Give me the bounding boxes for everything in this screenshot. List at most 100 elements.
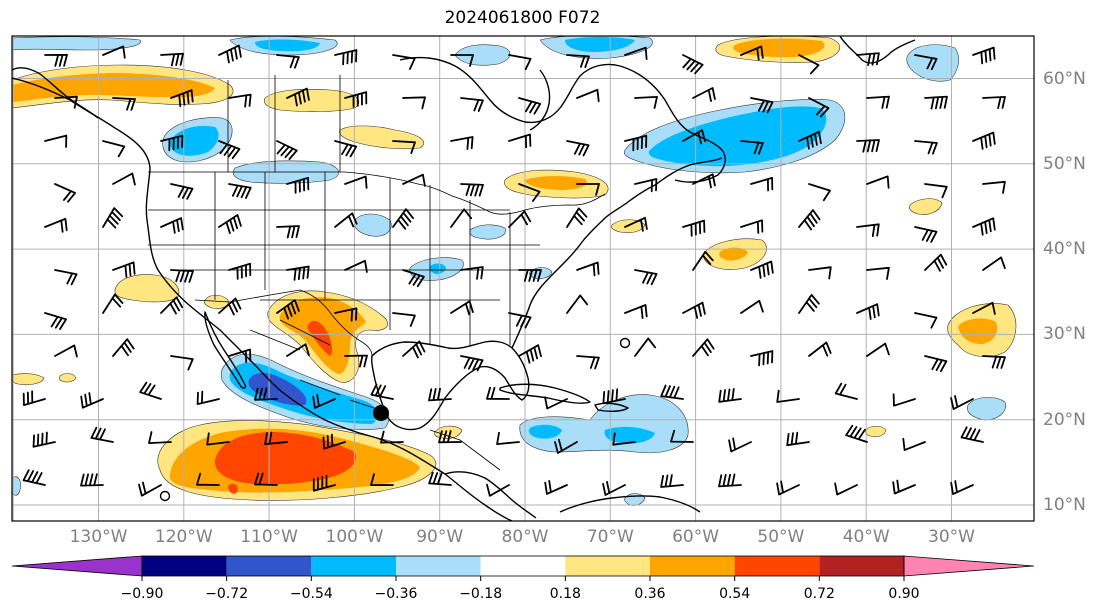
wind-barb-161: [496, 431, 520, 445]
lon-label-3: 100°W: [325, 527, 384, 547]
coastline-gulf: [371, 340, 530, 431]
wind-barb-121: [170, 355, 194, 371]
wind-barb-91: [402, 269, 425, 288]
wind-barb-37: [218, 140, 241, 160]
wind-barb-102: [44, 312, 67, 330]
wind-barb-25: [518, 97, 542, 115]
wind-barb-173: [196, 472, 220, 486]
contour-fill-neg-12: [565, 37, 635, 52]
wind-barb-0: [44, 53, 68, 67]
contour-fill-pos-23: [733, 38, 825, 58]
wind-barb-71: [218, 214, 242, 234]
contour-fill-pos-18: [719, 247, 748, 261]
wind-barb-15: [914, 54, 938, 71]
wind-barb-22: [344, 91, 368, 108]
wind-barb-111: [566, 294, 589, 314]
wind-barb-26: [576, 88, 600, 102]
wind-barb-142: [370, 383, 394, 400]
colorbar-label-9: 0.90: [888, 586, 920, 602]
contour-fill-neg-3: [248, 372, 307, 406]
wind-barb-14: [856, 52, 880, 66]
wind-barb-60: [576, 183, 600, 196]
wind-barb-128: [576, 355, 600, 370]
colorbar-bin-1: [142, 556, 227, 576]
colorbar-label-3: −0.36: [374, 586, 418, 602]
contour-fill-neg-8: [170, 125, 219, 156]
wind-barb-63: [750, 177, 774, 192]
wind-barb-46: [740, 140, 764, 155]
wind-barb-93: [518, 269, 542, 282]
wind-barb-23: [402, 96, 426, 110]
lat-label-0: 60°N: [1043, 68, 1086, 89]
wind-barb-2: [160, 52, 184, 67]
wind-barb-68: [44, 217, 68, 233]
wind-barb-84: [972, 217, 996, 236]
wind-barb-20: [228, 93, 252, 108]
lat-label-3: 30°N: [1043, 324, 1086, 345]
contour-fill-pos-15: [339, 125, 425, 150]
wind-barb-67: [982, 180, 1006, 194]
wind-barb-49: [914, 140, 938, 155]
wind-barb-12: [740, 45, 764, 61]
wind-barb-41: [450, 136, 474, 150]
wind-barb-6: [392, 54, 416, 70]
wind-barb-76: [508, 210, 532, 228]
lon-label-0: 130°W: [69, 527, 128, 547]
wind-barb-157: [264, 431, 288, 446]
wind-barb-45: [682, 129, 706, 145]
wind-barb-176: [370, 473, 394, 486]
wind-barb-130: [692, 338, 715, 357]
border-us-mexico: [194, 289, 373, 357]
wind-barb-178: [486, 483, 510, 497]
wind-barb-11: [682, 54, 704, 75]
contour-fill-neg-22: [528, 424, 562, 439]
wind-barb-163: [612, 432, 636, 446]
wind-barb-166: [786, 431, 810, 447]
contour-fill-neg-15: [906, 44, 959, 82]
lon-label-4: 90°W: [416, 527, 464, 547]
wind-barb-172: [138, 481, 162, 497]
wind-barb-152: [950, 395, 974, 410]
wind-barb-114: [740, 299, 764, 314]
wind-barb-86: [112, 261, 136, 278]
wind-barb-66: [924, 183, 948, 199]
wind-barb-119: [54, 344, 78, 358]
wind-barb-50: [972, 131, 996, 150]
wind-barb-117: [914, 312, 938, 329]
wind-barb-143: [428, 387, 452, 402]
wind-barb-169: [960, 426, 984, 443]
wind-barb-164: [670, 429, 694, 443]
coastline-hudson-bay-west: [529, 69, 551, 131]
wind-barb-39: [334, 140, 358, 158]
wind-barb-126: [460, 355, 484, 372]
colorbar-bin-6: [565, 556, 650, 576]
wind-barb-96: [692, 250, 714, 271]
wind-barb-74: [392, 208, 414, 230]
contour-fill-neg-18: [429, 263, 446, 275]
wind-barb-36: [160, 134, 184, 152]
lat-label-2: 40°N: [1043, 239, 1086, 260]
wind-barb-81: [798, 209, 821, 231]
wind-barb-122: [228, 348, 252, 364]
wind-barb-113: [682, 301, 706, 319]
wind-barb-32: [924, 95, 948, 110]
wind-barb-17: [54, 95, 78, 109]
wind-barb-82: [856, 223, 880, 237]
wind-barb-141: [312, 393, 336, 409]
lon-label-10: 30°W: [928, 527, 975, 547]
wind-barb-154: [90, 426, 114, 443]
wind-barb-101: [982, 256, 1006, 271]
wind-barb-95: [634, 269, 658, 286]
contour-fill-neg-26: [12, 476, 21, 496]
contour-fill-pos-4: [228, 483, 238, 494]
wind-barb-105: [218, 297, 242, 316]
wind-barb-13: [798, 54, 820, 75]
border-states-1: [148, 172, 540, 345]
wind-barb-65: [866, 175, 890, 189]
wind-barb-79: [682, 219, 706, 237]
wind-barb-182: [718, 473, 742, 488]
wind-barb-54: [228, 183, 252, 199]
wind-barb-165: [728, 437, 752, 453]
wind-barb-107: [334, 307, 358, 322]
wind-barb-80: [740, 219, 764, 234]
